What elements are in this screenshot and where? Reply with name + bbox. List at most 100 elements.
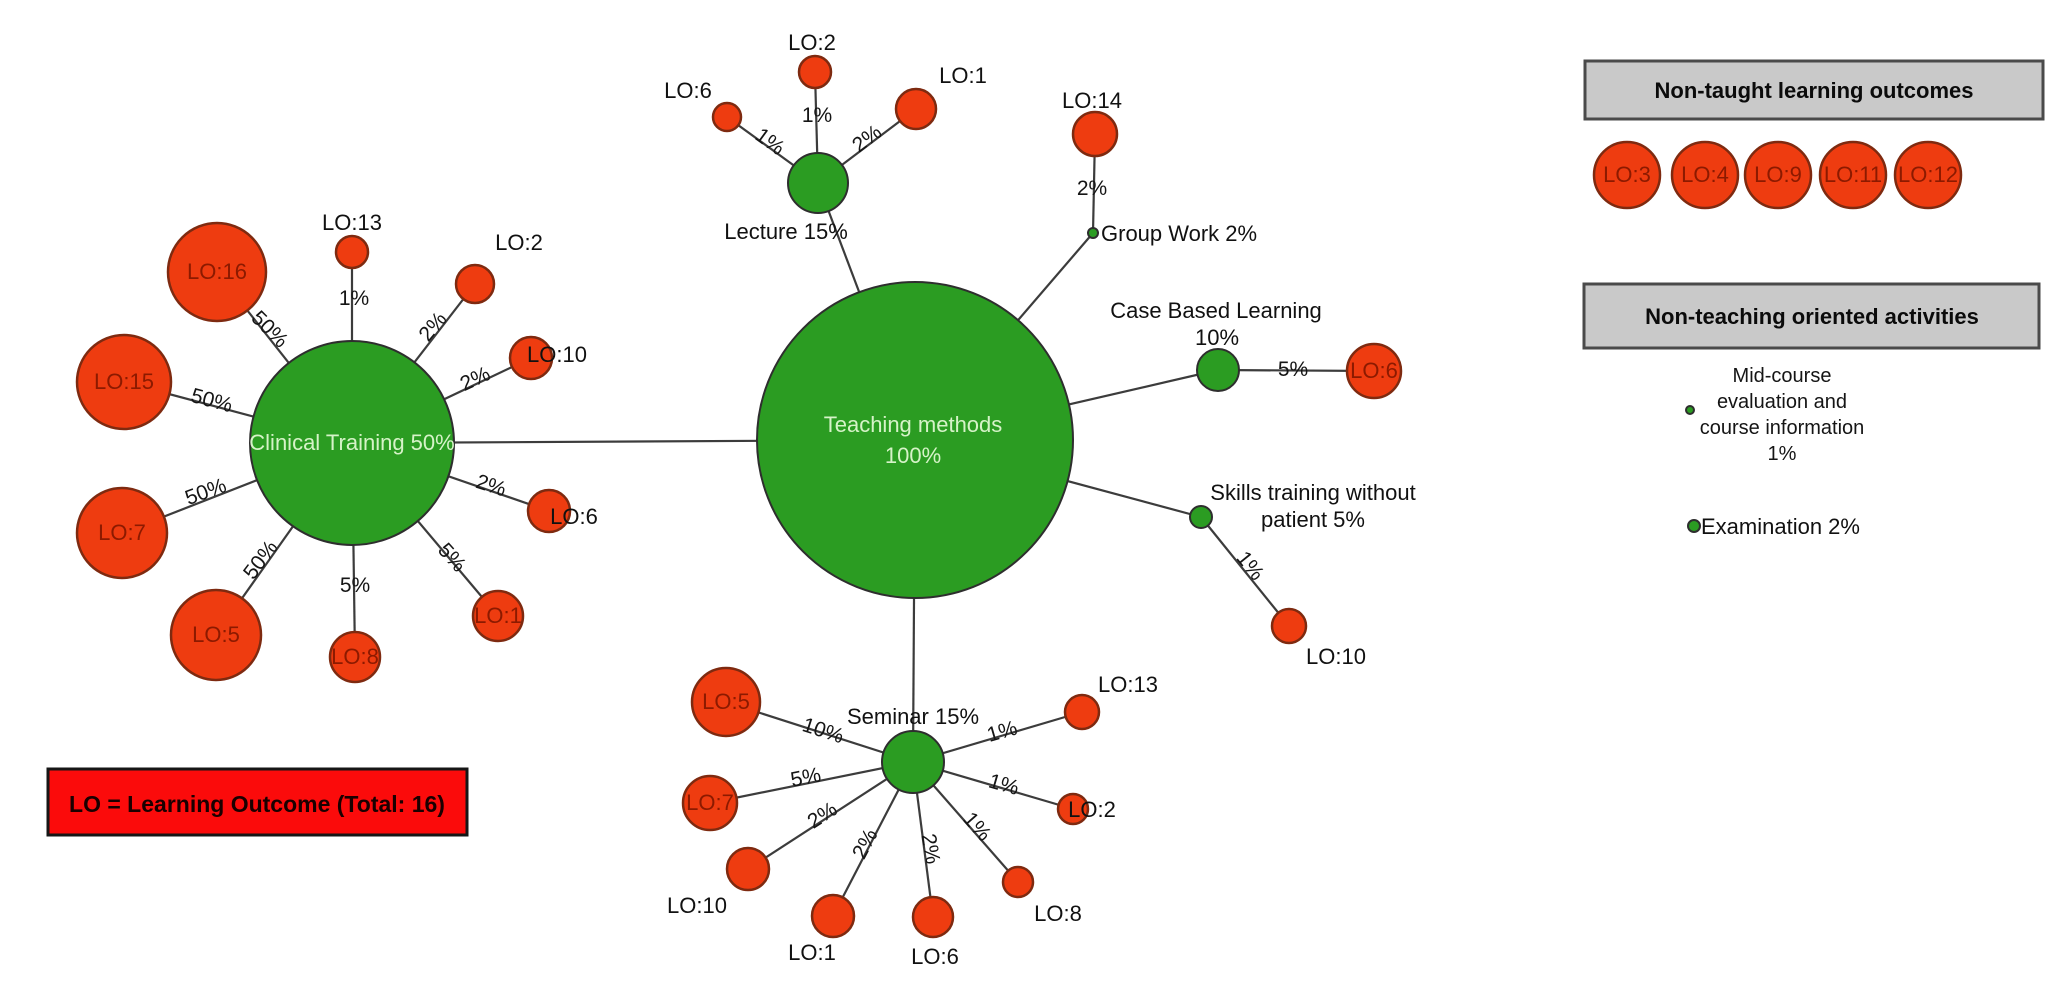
- seminar-lo7-circle: [681, 774, 739, 832]
- nontaught-lo11-circle: [1818, 140, 1888, 210]
- case-based-circle: [1196, 348, 1240, 392]
- nontaught-lo4-circle: [1670, 140, 1740, 210]
- midcourse-label-line3: course information: [1700, 417, 1865, 439]
- seminar-lo8-pct: 1%: [958, 808, 995, 846]
- clinical-training-circle: [249, 340, 455, 546]
- groupwork-lo14-circle: [1071, 110, 1119, 158]
- seminar-lo2-circle: [1056, 792, 1090, 826]
- seminar-circle: [881, 730, 945, 794]
- clinical-lo2-circle: [454, 263, 496, 305]
- seminar-lo1-label: LO:1: [788, 940, 836, 965]
- casebased-lo6-pct: 5%: [1278, 358, 1308, 381]
- casebased-lo6-label: LO:6: [1350, 358, 1398, 383]
- group-work-dot: [1087, 227, 1099, 239]
- clinical-lo8-circle: [328, 630, 382, 684]
- nontaught-lo9-label: LO:9: [1754, 162, 1802, 187]
- clinical-lo1-label: LO:1: [474, 603, 522, 628]
- nontaught-lo9-circle: [1743, 140, 1813, 210]
- clinical-lo2-pct: 2%: [414, 308, 451, 346]
- edge-skills-lo10: [1200, 516, 1290, 627]
- cluster-group-work: Group Work 2% LO:14 2%: [1062, 88, 1257, 246]
- node-teaching-methods: Teaching methods 100%: [756, 281, 1074, 599]
- legend-text: LO = Learning Outcome (Total: 16): [69, 791, 445, 817]
- panel-non-teaching: Non-teaching oriented activities Mid-cou…: [1582, 282, 2041, 539]
- clinical-lo1-circle: [471, 589, 525, 643]
- clinical-lo2-label: LO:2: [495, 230, 543, 255]
- clinical-lo5-circle: [169, 588, 263, 682]
- case-based-label-line1: Case Based Learning: [1110, 298, 1322, 323]
- lecture-lo1-label: LO:1: [939, 63, 987, 88]
- clinical-lo8-pct: 5%: [340, 574, 370, 597]
- seminar-lo6-pct: 2%: [916, 832, 944, 866]
- clinical-lo5-pct: 50%: [239, 536, 283, 583]
- cluster-clinical-training: Clinical Training 50% LO:16 50% LO:13 1%…: [75, 210, 598, 684]
- non-teaching-header-title: Non-teaching oriented activities: [1645, 304, 1979, 329]
- seminar-lo13-circle: [1063, 693, 1101, 731]
- case-based-label-line2: 10%: [1195, 325, 1239, 350]
- clinical-lo15-circle: [75, 333, 173, 431]
- skills-training-dot: [1189, 505, 1213, 529]
- seminar-lo2-label: LO:2: [1068, 797, 1116, 822]
- skills-training-label-line1: Skills training without: [1210, 480, 1415, 505]
- skills-lo10-pct: 1%: [1232, 547, 1269, 585]
- clinical-lo13-label: LO:13: [322, 210, 382, 235]
- clinical-lo15-label: LO:15: [94, 369, 154, 394]
- teaching-methods-circle: [756, 281, 1074, 599]
- cluster-seminar: Seminar 15% LO:5 10% LO:7 5% LO:10 2% LO…: [667, 666, 1158, 969]
- skills-lo10-label: LO:10: [1306, 644, 1366, 669]
- nontaught-lo4-label: LO:4: [1681, 162, 1729, 187]
- lecture-lo6-pct: 1%: [751, 124, 789, 160]
- lecture-lo1-circle: [894, 87, 938, 131]
- clinical-lo7-label: LO:7: [98, 520, 146, 545]
- clinical-lo6-pct: 2%: [473, 470, 509, 501]
- non-taught-header-box: [1583, 59, 2045, 121]
- cluster-skills-training: Skills training without patient 5% LO:10…: [1189, 480, 1416, 669]
- legend: LO = Learning Outcome (Total: 16): [46, 767, 469, 837]
- clinical-training-label: Clinical Training 50%: [249, 430, 454, 455]
- seminar-lo5-circle: [690, 666, 762, 738]
- edge-seminar-lo10: [747, 761, 914, 870]
- nontaught-lo3-label: LO:3: [1603, 162, 1651, 187]
- clinical-lo7-pct: 50%: [182, 474, 229, 510]
- seminar-lo5-pct: 10%: [799, 713, 846, 748]
- seminar-lo8-label: LO:8: [1034, 901, 1082, 926]
- lecture-circle: [787, 152, 849, 214]
- clinical-lo7-circle: [75, 486, 169, 580]
- clinical-lo13-pct: 1%: [339, 287, 369, 310]
- skills-training-label-line2: patient 5%: [1261, 507, 1365, 532]
- lecture-lo1-pct: 2%: [848, 120, 886, 157]
- cluster-case-based-learning: Case Based Learning 10% LO:6 5%: [1110, 298, 1403, 400]
- lecture-label: Lecture 15%: [724, 219, 848, 244]
- clinical-lo10-label: LO:10: [527, 342, 587, 367]
- legend-box: [46, 767, 469, 837]
- edge-seminar-lo7: [709, 760, 914, 805]
- groupwork-lo14-pct: 2%: [1077, 177, 1107, 200]
- seminar-label: Seminar 15%: [847, 704, 979, 729]
- clinical-lo16-circle: [166, 221, 268, 323]
- midcourse-label-line4: 1%: [1768, 443, 1797, 465]
- seminar-lo10-circle: [725, 846, 771, 892]
- teaching-methods-label-line1: Teaching methods: [824, 412, 1003, 437]
- lecture-lo6-label: LO:6: [664, 78, 712, 103]
- seminar-lo5-label: LO:5: [702, 689, 750, 714]
- panel-non-taught: Non-taught learning outcomes LO:3 LO:4 L…: [1583, 59, 2045, 210]
- skills-lo10-circle: [1270, 607, 1308, 645]
- clinical-lo5-label: LO:5: [192, 622, 240, 647]
- nontaught-lo11-label: LO:11: [1824, 162, 1882, 187]
- seminar-lo8-circle: [1001, 865, 1035, 899]
- clinical-lo16-label: LO:16: [187, 259, 247, 284]
- midcourse-label-line2: evaluation and: [1717, 391, 1847, 413]
- casebased-lo6-circle: [1345, 342, 1403, 400]
- midcourse-dot: [1685, 405, 1695, 415]
- clinical-lo13-circle: [334, 234, 370, 270]
- seminar-lo6-label: LO:6: [911, 944, 959, 969]
- clinical-lo6-circle: [526, 488, 572, 534]
- seminar-lo10-label: LO:10: [667, 893, 727, 918]
- seminar-lo6-circle: [911, 895, 955, 939]
- seminar-lo13-label: LO:13: [1098, 672, 1158, 697]
- nontaught-lo3-circle: [1592, 140, 1662, 210]
- groupwork-lo14-label: LO:14: [1062, 88, 1122, 113]
- seminar-lo1-circle: [810, 893, 856, 939]
